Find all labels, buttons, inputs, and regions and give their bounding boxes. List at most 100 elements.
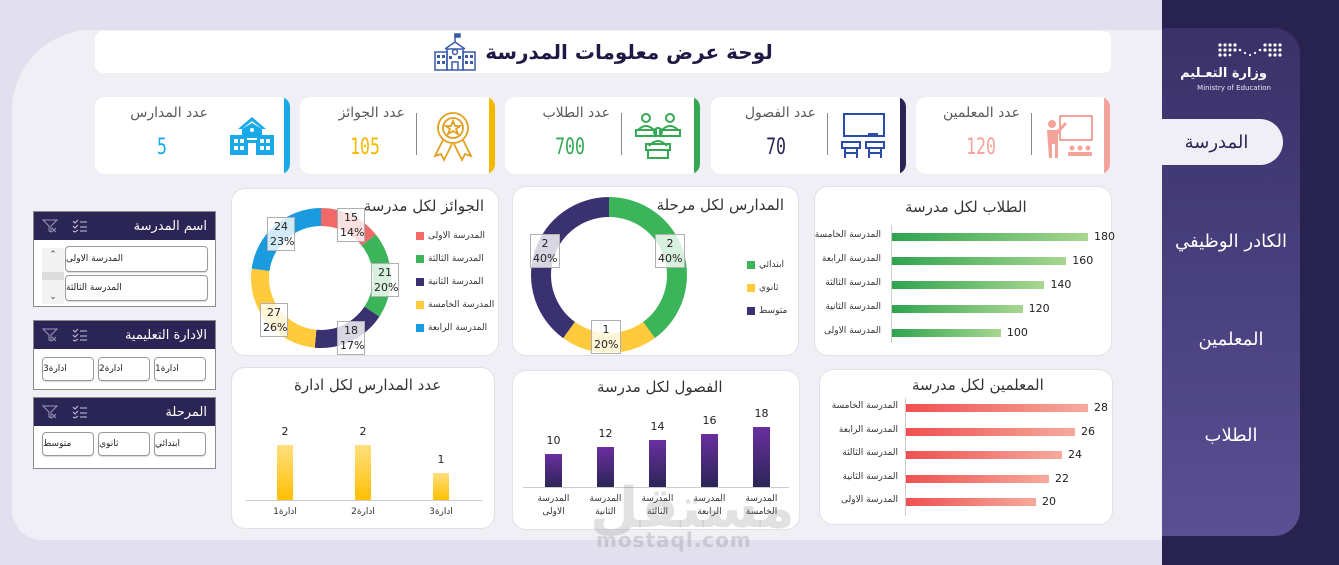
slicer-header: المرحلة [34, 398, 215, 426]
kpi-value: 120 [966, 135, 996, 160]
slicer-item[interactable]: ثانوي [98, 432, 150, 456]
slicer-item[interactable]: ابتدائي [154, 432, 206, 456]
bar [892, 233, 1088, 241]
legend-label: ثانوي [759, 283, 779, 293]
slicer-item[interactable]: ادارة1 [154, 357, 206, 381]
bar-value-label: 100 [1006, 326, 1028, 339]
chart-schools-per-admin: عدد المدارس لكل ادارة 2 ادارة1 2 ادارة2 1 ادا… [231, 367, 495, 529]
data-label-percent: 40% [533, 252, 558, 265]
legend-swatch [416, 278, 424, 286]
clear-filter-icon[interactable] [42, 405, 58, 419]
bar-category-label: المدرسة الاولى [824, 326, 881, 336]
legend-item: المدرسة الثانية [416, 277, 484, 287]
bar-value-label: 14 [650, 420, 665, 434]
bar-category-label: المدرسة الخامسة [745, 494, 778, 517]
kpi-awards: عدد الجوائز 105 [300, 97, 495, 174]
chart-title: الفصول لكل مدرسة [597, 378, 723, 396]
bar-value-label: 160 [1072, 254, 1094, 267]
chart-title: الطلاب لكل مدرسة [905, 198, 1027, 216]
slicer-item[interactable]: متوسط [42, 432, 94, 456]
legend-swatch [747, 307, 755, 315]
slicer-scrollbar[interactable]: ⌃ ⌄ [42, 248, 64, 304]
bar [649, 440, 666, 487]
bar-value-label: 22 [1055, 471, 1069, 485]
clear-filter-icon[interactable] [42, 219, 58, 233]
data-label-percent: 23% [270, 235, 295, 248]
bar-value-label: 20 [1042, 495, 1056, 508]
data-label: 15 14% [337, 208, 365, 242]
legend-item: المدرسة الخامسة [416, 300, 494, 310]
data-label-percent: 40% [658, 252, 683, 265]
bar-value-label: 120 [1028, 302, 1050, 315]
nav-staff[interactable]: الكادر الوظيفي [1175, 230, 1287, 252]
bar-category-label: المدرسة الثانية [842, 471, 899, 482]
data-label-percent: 20% [594, 338, 619, 351]
data-label: 21 20% [371, 263, 399, 297]
bar-row: المدرسة الرابعة 160 [815, 254, 1111, 267]
chart-axis [246, 500, 482, 501]
scroll-thumb[interactable] [42, 272, 64, 280]
data-label: 1 20% [591, 320, 621, 354]
kpi-separator [1031, 113, 1032, 155]
bar-category-label: المدرسة الثالثة [825, 278, 881, 288]
multi-select-icon[interactable] [72, 219, 88, 233]
data-label: 27 26% [260, 303, 288, 337]
bar-value-label: 26 [1081, 424, 1095, 438]
bar-row: المدرسة الاولى 100 [815, 326, 1111, 339]
slicer-title: المرحلة [165, 404, 207, 420]
slicer-header: اسم المدرسة [34, 212, 215, 240]
kpi-label: عدد الفصول [744, 105, 816, 121]
bar [906, 427, 1075, 436]
ministry-logo: وزارة التعـليم Ministry of Education [1175, 40, 1285, 96]
legend-swatch [747, 261, 755, 269]
bar [753, 427, 770, 487]
chart-axis [891, 225, 892, 343]
bar-row: المدرسة الثانية 120 [815, 302, 1111, 315]
kpi-value: 700 [555, 135, 585, 160]
slicer-item[interactable]: المدرسة الثالثة [65, 275, 208, 301]
donut-slice [251, 268, 317, 348]
bar-value-label: 10 [546, 433, 561, 447]
bar-category-label: المدرسة الاولى [537, 494, 570, 517]
kpi-students: عدد الطلاب 700 [505, 97, 700, 174]
bar-row: المدرسة الخامسة 28 [820, 401, 1112, 414]
clear-filter-icon[interactable] [42, 328, 58, 342]
legend-label: متوسط [759, 306, 788, 316]
chart-teachers-per-school: المعلمين لكل مدرسة المدرسة الخامسة 28 المد… [819, 369, 1113, 525]
data-label-percent: 14% [340, 226, 365, 239]
watermark-logo: مستقل [590, 476, 795, 541]
bar [892, 257, 1067, 265]
bar [433, 472, 449, 500]
scroll-down-icon[interactable]: ⌄ [49, 292, 57, 302]
bar-value-label: 2 [281, 425, 289, 438]
kpi-separator [621, 113, 622, 155]
data-label-value: 24 [274, 220, 288, 233]
legend-item: ابتدائي [747, 260, 784, 270]
nav-school[interactable]: المدرسة [1150, 119, 1283, 165]
nav-students[interactable]: الطلاب [1204, 424, 1258, 446]
multi-select-icon[interactable] [72, 405, 88, 419]
bar-value-label: 12 [598, 427, 613, 440]
bar-value-label: 28 [1094, 401, 1108, 414]
data-label: 18 17% [337, 321, 365, 355]
multi-select-icon[interactable] [72, 328, 88, 342]
slicer-school-name: اسم المدرسة ⌃ ⌄ المدرسة الاولى المدرسة ا… [33, 211, 216, 307]
chart-axis [905, 398, 906, 516]
nav-teachers[interactable]: المعلمين [1198, 328, 1264, 350]
slicer-item[interactable]: المدرسة الاولى [65, 246, 208, 272]
kpi-value: 105 [350, 135, 380, 160]
kpi-separator [416, 113, 417, 155]
legend-swatch [416, 232, 424, 240]
legend-label: ابتدائي [759, 260, 784, 270]
slicer-title: الادارة التعليمية [124, 327, 207, 343]
slicer-item[interactable]: ادارة2 [98, 357, 150, 381]
bar [906, 474, 1049, 483]
slicer-item[interactable]: ادارة3 [42, 357, 94, 381]
bar [906, 404, 1088, 412]
scroll-up-icon[interactable]: ⌃ [49, 250, 57, 260]
slicer-stage: المرحلة متوسط ثانوي ابتدائي [33, 397, 216, 469]
bar-value-label: 16 [702, 413, 717, 427]
classroom-desks-icon [841, 113, 885, 158]
kpi-accent-bar [1104, 97, 1110, 174]
kpi-label: عدد المدارس [130, 105, 208, 121]
